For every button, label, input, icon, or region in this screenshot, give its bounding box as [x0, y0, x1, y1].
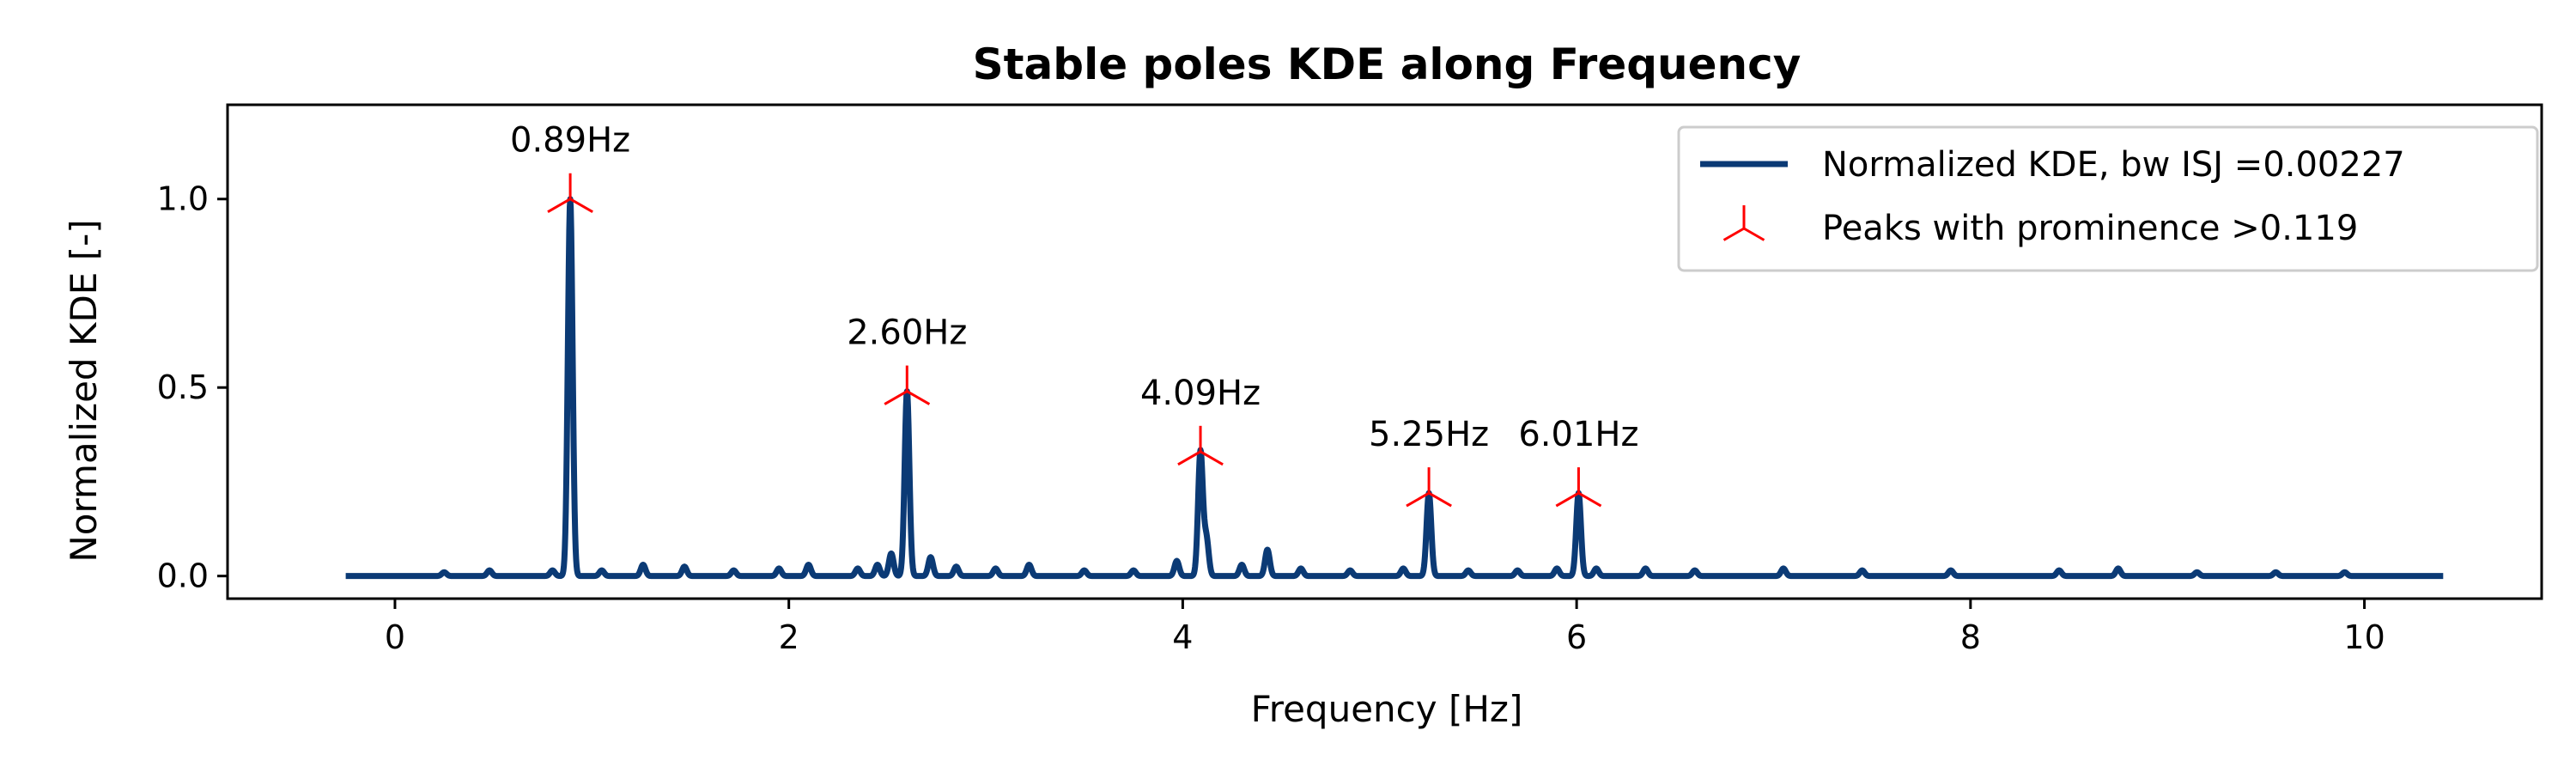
peak-label: 6.01Hz	[1518, 415, 1638, 454]
peak-marker	[1177, 425, 1224, 466]
axes-frame	[226, 103, 2543, 600]
y-tick-label: 0.5	[157, 368, 209, 406]
marker-arm	[906, 390, 931, 405]
legend-marker-swatch	[1722, 205, 1765, 241]
x-tick-label: 10	[2343, 618, 2385, 656]
x-axis-title: Frequency [Hz]	[1251, 688, 1523, 730]
peak-marker	[547, 173, 593, 214]
peak-label: 0.89Hz	[510, 121, 630, 161]
peak-label: 5.25Hz	[1369, 415, 1489, 454]
legend-label-kde: Normalized KDE, bw ISJ =0.00227	[1822, 145, 2405, 185]
chart-title: Stable poles KDE along Frequency	[973, 40, 1801, 89]
marker-arm	[547, 198, 571, 214]
marker-arm	[884, 390, 908, 405]
y-axis-title: Normalized KDE [-]	[63, 219, 105, 562]
marker-arm	[1406, 491, 1430, 508]
marker-arm	[569, 198, 593, 214]
x-tick-label: 6	[1566, 618, 1587, 656]
y-tick-label: 1.0	[157, 180, 209, 218]
marker-arm	[1200, 450, 1224, 466]
x-tick-label: 8	[1960, 618, 1981, 656]
legend-box	[1677, 125, 2539, 272]
peak-marker	[1406, 467, 1452, 508]
legend-label-peaks: Peaks with prominence >0.119	[1822, 209, 2358, 248]
plot-area: 0.89Hz 2.60Hz 4.09Hz 5.25Hz 6.01Hz 0 2 4 6 8 10 0.0…	[157, 103, 2543, 656]
legend: Normalized KDE, bw ISJ =0.00227 Peaks wi…	[1677, 125, 2539, 272]
marker-arm	[1722, 227, 1745, 241]
y-tick-label: 0.0	[157, 557, 209, 595]
peak-marker	[884, 365, 931, 405]
legend-marker-icon	[1722, 205, 1765, 241]
peak-label: 2.60Hz	[847, 313, 967, 353]
peak-label: 4.09Hz	[1140, 374, 1261, 413]
x-tick-label: 2	[779, 618, 799, 656]
marker-arm	[1743, 227, 1765, 241]
peak-marker	[1555, 467, 1602, 508]
marker-arm	[1577, 491, 1602, 508]
x-tick-label: 4	[1172, 618, 1193, 656]
x-tick-label: 0	[385, 618, 405, 656]
marker-arm	[1177, 450, 1201, 466]
marker-arm	[1428, 491, 1452, 508]
marker-arm	[1555, 491, 1580, 508]
kde-line	[343, 196, 2446, 580]
